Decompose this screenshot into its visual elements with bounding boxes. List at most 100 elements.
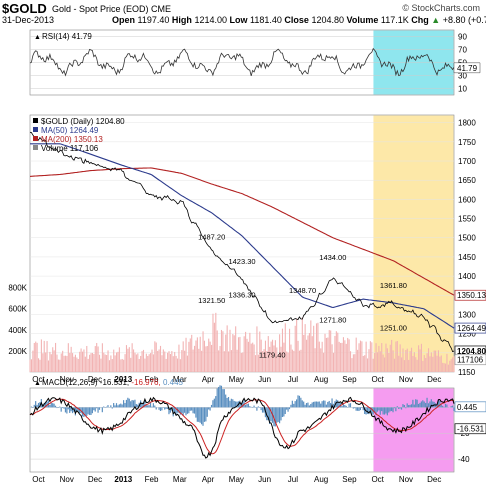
macd-histogram-bar <box>383 407 386 415</box>
macd-histogram-bar <box>257 406 259 408</box>
macd-histogram-bar <box>71 407 74 414</box>
price-tick-label: 1800 <box>458 119 476 128</box>
volume-bar <box>198 348 200 372</box>
macd-histogram-bar <box>395 407 397 412</box>
macd-histogram-bar <box>164 407 166 410</box>
volume-tick-label: 600K <box>8 305 27 314</box>
legend-swatch <box>33 118 38 123</box>
macd-histogram-bar <box>220 385 223 408</box>
volume-bar <box>201 350 203 372</box>
volume-tick-label: 400K <box>8 326 27 335</box>
macd-histogram-bar <box>230 398 232 408</box>
volume-bar <box>33 342 35 372</box>
macd-histogram-bar <box>210 404 213 408</box>
volume-bar <box>125 345 128 372</box>
volume-bar <box>83 349 85 372</box>
volume-bar <box>32 350 34 372</box>
volume-bar <box>175 355 177 372</box>
price-legend-entry: MA(50) 1264.49 <box>41 126 99 135</box>
volume-bar <box>405 349 407 372</box>
volume-bar <box>403 360 405 372</box>
macd-histogram-bar <box>77 407 79 412</box>
macd-histogram-bar <box>185 407 187 416</box>
volume-bar <box>213 322 215 372</box>
macd-histogram-bar <box>205 407 207 422</box>
price-annotation: 1487.20 <box>198 233 225 242</box>
price-tick-label: 1550 <box>458 215 476 224</box>
volume-bar <box>308 333 310 372</box>
volume-bar <box>337 332 339 372</box>
macd-histogram-bar <box>276 407 278 423</box>
macd-histogram-bar <box>56 407 58 409</box>
volume-bar <box>223 351 225 372</box>
volume-bar <box>318 341 320 372</box>
macd-histogram-bar <box>356 407 359 411</box>
macd-histogram-bar <box>97 407 99 413</box>
volume-bar <box>340 342 342 372</box>
volume-bar <box>67 343 69 372</box>
volume-bar <box>321 341 323 372</box>
macd-histogram-bar <box>287 407 289 412</box>
x-axis-label-bottom: Dec <box>88 475 102 484</box>
volume-bar <box>141 351 143 372</box>
macd-histogram-bar <box>321 401 323 408</box>
volume-bar <box>121 358 123 372</box>
macd-histogram-bar <box>107 405 109 408</box>
macd-histogram-bar <box>439 400 441 408</box>
volume-bar <box>427 348 430 372</box>
source-credit[interactable]: © StockCharts.com <box>402 3 480 13</box>
volume-bar <box>164 351 166 372</box>
price-value-tag-text: 1204.80 <box>457 347 486 356</box>
x-axis-label: Feb <box>145 375 159 384</box>
macd-histogram-bar <box>281 407 284 418</box>
volume-bar <box>205 346 207 372</box>
volume-bar <box>351 358 353 372</box>
volume-bar <box>253 344 255 372</box>
macd-histogram-bar <box>60 407 62 412</box>
volume-bar <box>135 354 137 372</box>
macd-histogram-bar <box>189 407 191 411</box>
volume-bar <box>432 356 434 372</box>
macd-histogram-bar <box>79 407 81 414</box>
macd-histogram-bar <box>313 401 315 408</box>
volume-bar <box>269 346 271 372</box>
high-label: High <box>171 15 192 25</box>
macd-histogram-bar <box>391 407 393 412</box>
volume-bar <box>172 356 174 372</box>
volume-bar <box>284 323 286 372</box>
macd-histogram-bar <box>209 407 211 411</box>
volume-bar <box>355 337 357 372</box>
volume-bar <box>376 352 379 372</box>
rsi-legend-label: RSI(14) 41.79 <box>42 32 92 41</box>
macd-histogram-bar <box>158 407 160 410</box>
macd-tick-label: -40 <box>458 455 470 464</box>
macd-histogram-bar <box>450 406 452 408</box>
macd-histogram-bar <box>183 407 186 413</box>
macd-histogram-bar <box>199 407 201 423</box>
volume-bar <box>372 358 374 372</box>
volume-bar <box>395 341 397 372</box>
volume-bar <box>273 345 275 372</box>
volume-bar <box>137 353 139 372</box>
macd-histogram-bar <box>278 407 281 424</box>
macd-histogram-bar <box>400 407 403 410</box>
volume-bar <box>43 340 45 372</box>
volume-bar <box>382 354 384 372</box>
volume-label: Volume <box>346 15 379 25</box>
macd-histogram-bar <box>161 407 163 411</box>
macd-histogram-bar <box>345 405 347 408</box>
macd-histogram-bar <box>169 407 171 413</box>
volume-bar <box>35 341 37 372</box>
volume-bar <box>220 329 223 372</box>
volume-bar <box>124 354 126 372</box>
volume-bar <box>64 355 67 372</box>
macd-histogram-bar <box>179 407 181 415</box>
volume-bar <box>354 354 356 372</box>
volume-bar <box>256 326 258 372</box>
up-arrow-icon: ▲ <box>431 15 441 25</box>
price-tick-label: 1300 <box>458 310 476 319</box>
volume-bar <box>378 345 380 372</box>
macd-histogram-bar <box>300 397 302 408</box>
volume-bar <box>374 353 376 372</box>
macd-histogram-bar <box>135 404 137 408</box>
